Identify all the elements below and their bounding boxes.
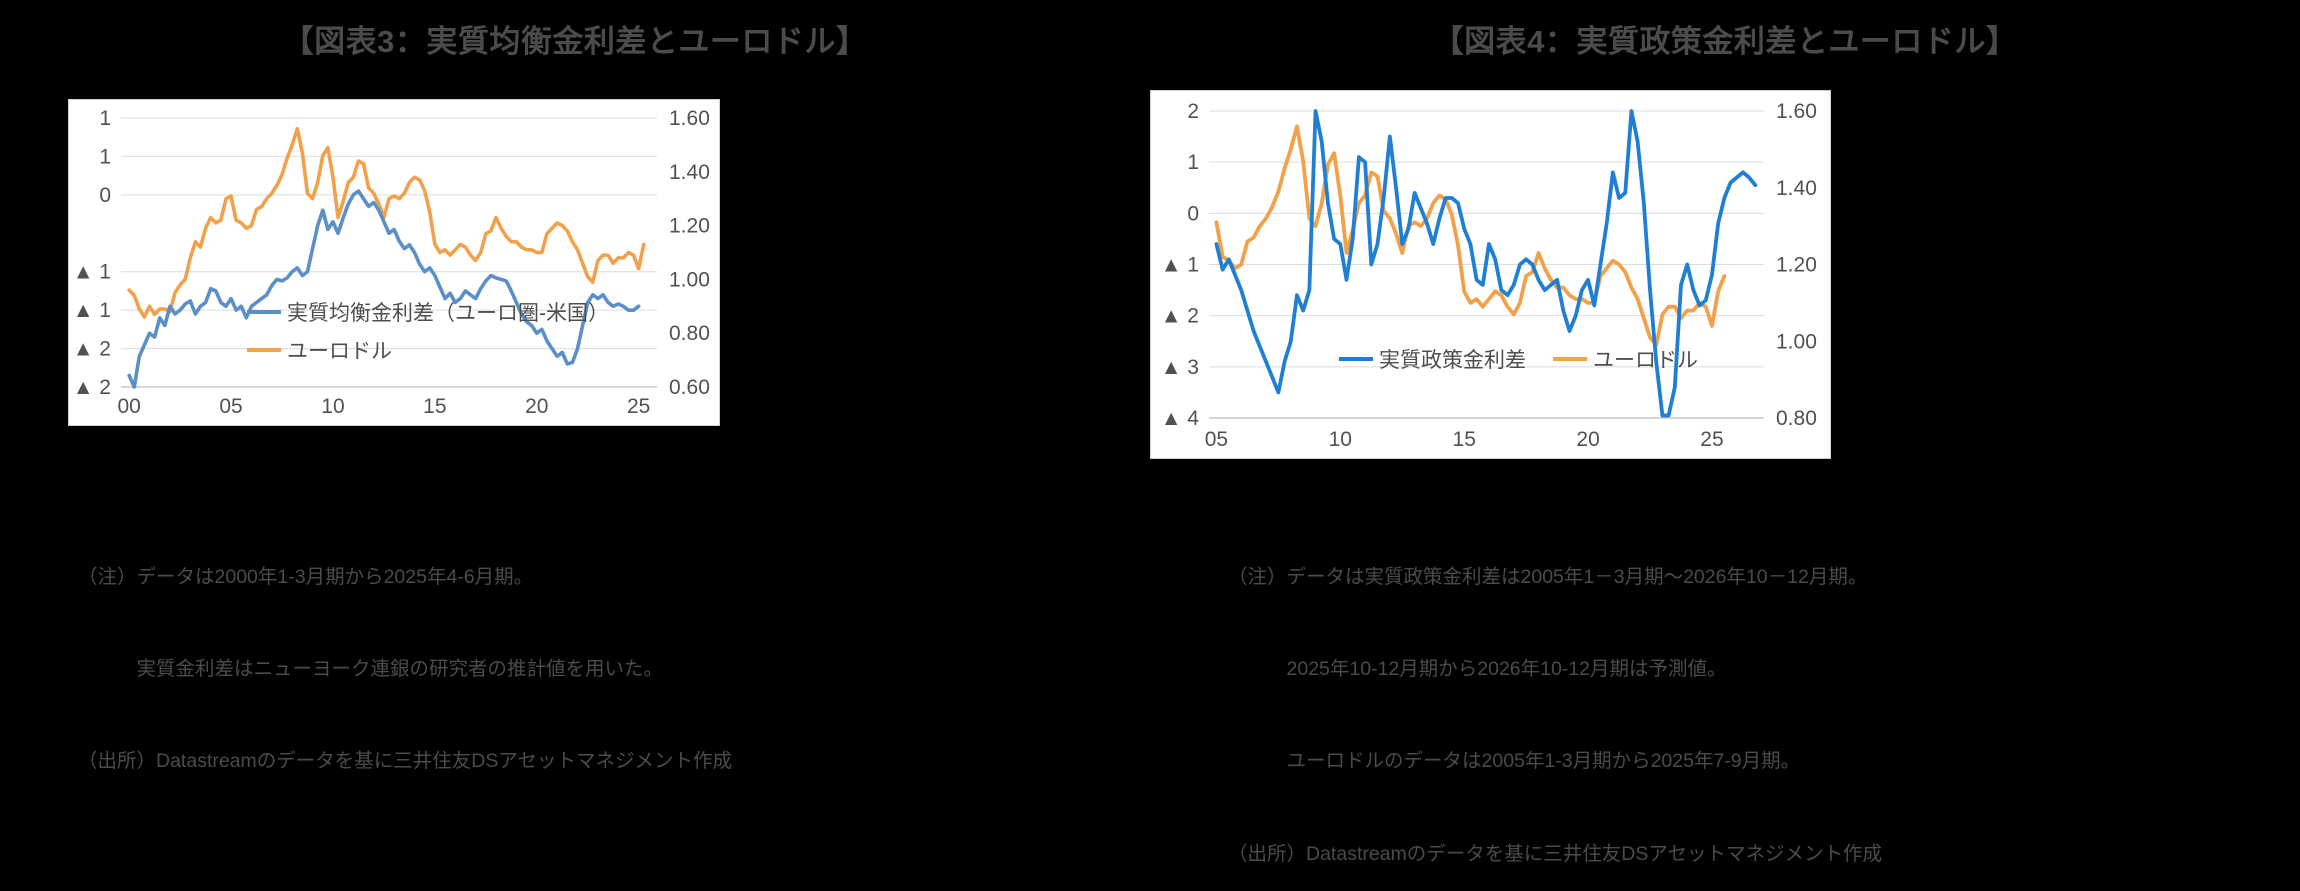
- x-axis-tick-label: 10: [1329, 428, 1352, 451]
- figure-panel-3: 【図表3：実質均衡金利差とユーロドル】 1 1 0 ▲ 1 ▲ 1 ▲ 2 ▲ 2 1.60 1…: [68, 24, 868, 839]
- y-axis-left-tick-label: ▲ 2: [1161, 305, 1199, 328]
- chart-legend: 実質政策金利差 ユーロドル: [1339, 349, 1698, 372]
- note-line: （出所）Datastreamのデータを基に三井住友DSアセットマネジメント作成: [1228, 842, 1882, 865]
- figure-panel-4: 【図表4：実質政策金利差とユーロドル】 2 1 0 ▲ 1 ▲ 2 ▲ 3 ▲ 4 1.60 1…: [1150, 0, 2300, 891]
- y-axis-left-tick-label: ▲ 2: [73, 376, 111, 399]
- series-line: [1214, 109, 1758, 418]
- y-axis-left-tick-label: ▲ 3: [1161, 356, 1199, 379]
- x-axis-tick-label: 15: [1453, 428, 1476, 451]
- y-axis-right-tick-label: 0.80: [669, 322, 710, 345]
- note-line: （出所）Datastreamのデータを基に三井住友DSアセットマネジメント作成: [78, 750, 732, 773]
- y-axis-left-tick-label: 0: [99, 184, 111, 207]
- x-axis-tick-label: 00: [117, 395, 140, 418]
- y-axis-right-tick-label: 1.20: [1776, 254, 1817, 277]
- x-axis-tick-label: 25: [1700, 428, 1723, 451]
- legend-label: ユーロドル: [287, 340, 392, 363]
- y-axis-left-tick-label: ▲ 2: [73, 338, 111, 361]
- legend-label: ユーロドル: [1593, 349, 1698, 372]
- y-axis-right-tick-label: 0.60: [669, 376, 710, 399]
- y-axis-right-tick-label: 1.40: [1776, 177, 1817, 200]
- figure-4-plot: 2 1 0 ▲ 1 ▲ 2 ▲ 3 ▲ 4 1.60 1.40 1.20 1.00 0.80 05 10 1…: [1150, 90, 1831, 459]
- x-axis-tick-label: 10: [321, 395, 344, 418]
- y-axis-right-tick-label: 1.00: [669, 268, 710, 291]
- x-axis-tick-label: 05: [1205, 428, 1228, 451]
- y-axis-left-tick-label: ▲ 1: [1161, 254, 1199, 277]
- y-axis-left-tick-label: 1: [99, 107, 111, 130]
- y-axis-right-tick-label: 1.40: [669, 161, 710, 184]
- series-line: [1214, 124, 1727, 347]
- y-axis-right-tick-label: 1.20: [669, 215, 710, 238]
- y-axis-right-tick-label: 1.00: [1776, 330, 1817, 353]
- chart-legend: 実質均衡金利差（ユーロ圏-米国） ユーロドル: [247, 302, 609, 363]
- figure-3-plot: 1 1 0 ▲ 1 ▲ 1 ▲ 2 ▲ 2 1.60 1.40 1.20 1.00 0.80 0.60 0…: [68, 99, 720, 426]
- figure-3-svg: 110▲ 1▲ 1▲ 2▲ 21.601.401.201.000.800.600…: [73, 107, 710, 418]
- y-axis-left-tick-label: ▲ 4: [1161, 407, 1200, 430]
- figure-3-title: 【図表3：実質均衡金利差とユーロドル】: [282, 24, 868, 59]
- x-axis-tick-label: 20: [525, 395, 548, 418]
- series-line: [127, 126, 646, 319]
- figure-3-notes: （注）データは2000年1-3月期から2025年4-6月期。 実質金利差はニュー…: [78, 500, 732, 839]
- y-axis-right-tick-label: 0.80: [1776, 407, 1817, 430]
- legend-label: 実質政策金利差: [1379, 349, 1526, 372]
- x-axis-tick-label: 05: [219, 395, 242, 418]
- y-axis-left-tick-label: 2: [1187, 100, 1199, 123]
- y-axis-right-tick-label: 1.60: [669, 107, 710, 130]
- x-axis-tick-label: 25: [627, 395, 650, 418]
- note-line: 2025年10-12月期から2026年10-12月期は予測値。: [1228, 657, 1727, 680]
- y-axis-left-tick-label: 1: [99, 145, 111, 168]
- x-axis-tick-label: 20: [1576, 428, 1599, 451]
- note-line: ユーロドルのデータは2005年1-3月期から2025年7-9月期。: [1228, 750, 1801, 773]
- series-line: [127, 189, 641, 389]
- y-axis-right-tick-label: 1.60: [1776, 100, 1817, 123]
- note-line: 実質金利差はニューヨーク連銀の研究者の推計値を用いた。: [78, 657, 664, 680]
- y-axis-left-tick-label: ▲ 1: [73, 299, 111, 322]
- legend-label: 実質均衡金利差（ユーロ圏-米国）: [287, 302, 609, 325]
- y-axis-left-tick-label: ▲ 1: [73, 261, 111, 284]
- note-line: （注）データは2000年1-3月期から2025年4-6月期。: [78, 565, 534, 588]
- note-line: （注）データは実質政策金利差は2005年1－3月期～2026年10－12月期。: [1228, 565, 1868, 588]
- x-axis-tick-label: 15: [423, 395, 446, 418]
- y-axis-left-tick-label: 0: [1187, 202, 1199, 225]
- figure-4-notes: （注）データは実質政策金利差は2005年1－3月期～2026年10－12月期。 …: [1228, 500, 1882, 891]
- y-axis-left-tick-label: 1: [1187, 151, 1199, 174]
- figure-4-title: 【図表4：実質政策金利差とユーロドル】: [1432, 24, 2018, 59]
